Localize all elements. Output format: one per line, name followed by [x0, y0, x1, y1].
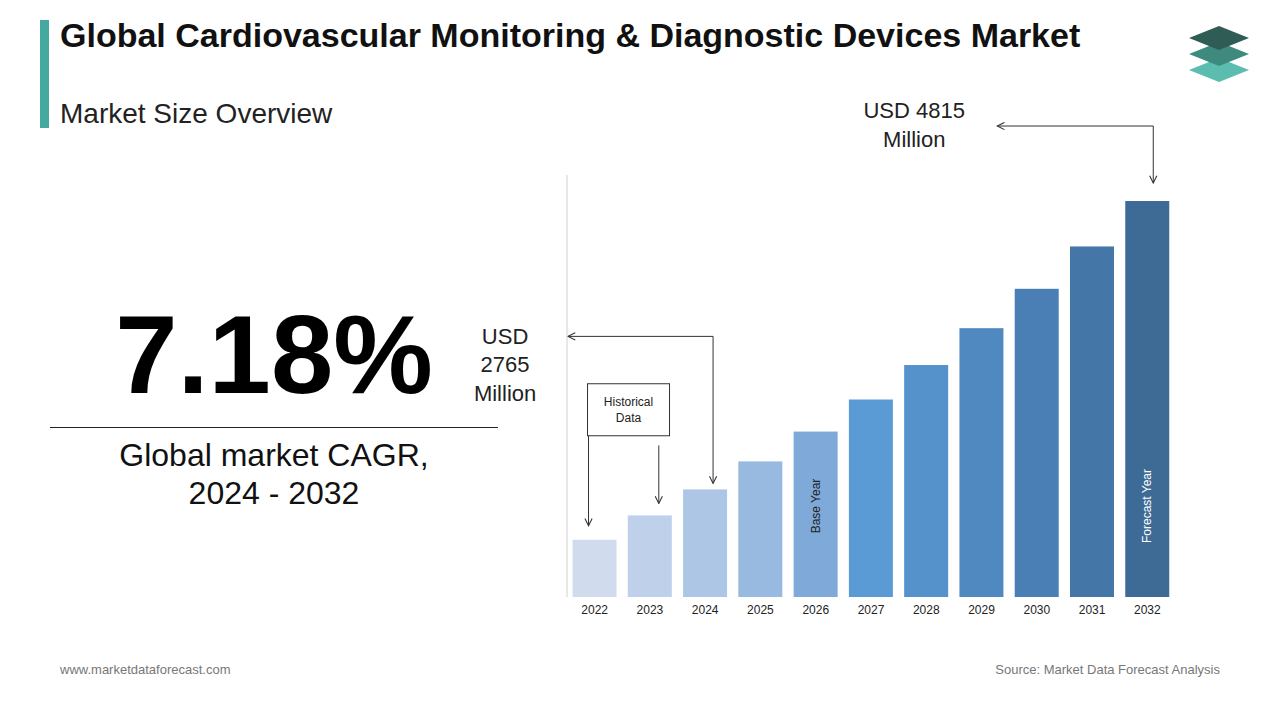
- svg-text:2022: 2022: [581, 603, 608, 617]
- svg-text:2028: 2028: [913, 603, 940, 617]
- html-text:Market Size Overview: Market Size Overview: [60, 98, 333, 129]
- svg-text:2030: 2030: [1023, 603, 1050, 617]
- svg-text:Historical: Historical: [604, 395, 653, 409]
- svg-text:Million: Million: [474, 381, 536, 406]
- svg-text:2031: 2031: [1079, 603, 1106, 617]
- html-text:2024 - 2032: 2024 - 2032: [188, 475, 360, 511]
- svg-text:2024: 2024: [692, 603, 719, 617]
- svg-text:2032: 2032: [1134, 603, 1161, 617]
- html-text:Global Cardiovascular Monitori: Global Cardiovascular Monitoring & Diagn…: [60, 16, 1081, 54]
- html-text:Source: Market Data Forecast A: Source: Market Data Forecast Analysis: [995, 662, 1220, 677]
- html-text:7.18%: 7.18%: [115, 292, 433, 417]
- html-text:www.marketdataforecast.com: www.marketdataforecast.com: [60, 662, 231, 677]
- html-text:Global market CAGR,: Global market CAGR,: [119, 437, 429, 473]
- svg-text:2029: 2029: [968, 603, 995, 617]
- svg-text:USD: USD: [482, 324, 528, 349]
- svg-text:Base Year: Base Year: [809, 479, 823, 534]
- svg-text:Data: Data: [616, 411, 642, 425]
- svg-text:Million: Million: [883, 127, 945, 152]
- svg-text:Forecast Year: Forecast Year: [1140, 469, 1154, 543]
- svg-text:2765: 2765: [481, 352, 530, 377]
- svg-text:2026: 2026: [802, 603, 829, 617]
- svg-text:2023: 2023: [637, 603, 664, 617]
- svg-text:2025: 2025: [747, 603, 774, 617]
- svg-text:2027: 2027: [858, 603, 885, 617]
- svg-text:USD 4815: USD 4815: [863, 98, 965, 123]
